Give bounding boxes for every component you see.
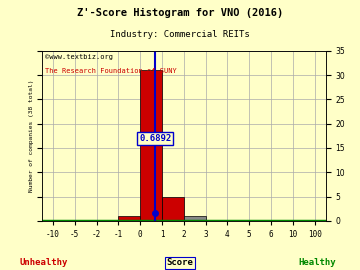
Y-axis label: Number of companies (38 total): Number of companies (38 total) xyxy=(30,80,35,192)
Text: ©www.textbiz.org: ©www.textbiz.org xyxy=(45,54,113,60)
Text: Score: Score xyxy=(167,258,193,267)
Text: The Research Foundation of SUNY: The Research Foundation of SUNY xyxy=(45,68,177,74)
Bar xyxy=(118,216,140,221)
Text: Industry: Commercial REITs: Industry: Commercial REITs xyxy=(110,30,250,39)
Text: 0.6892: 0.6892 xyxy=(139,134,171,143)
Text: Unhealthy: Unhealthy xyxy=(19,258,67,267)
Bar xyxy=(184,216,206,221)
Bar xyxy=(162,197,184,221)
Bar xyxy=(140,70,162,221)
Text: Healthy: Healthy xyxy=(298,258,336,267)
Text: Z'-Score Histogram for VNO (2016): Z'-Score Histogram for VNO (2016) xyxy=(77,8,283,18)
